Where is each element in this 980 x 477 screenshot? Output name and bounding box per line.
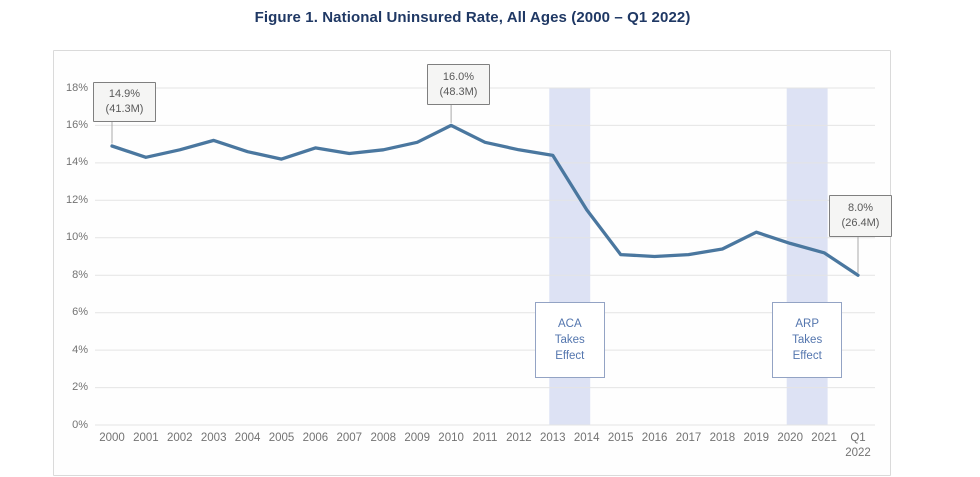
- y-tick-label-6-: 6%: [72, 306, 88, 319]
- callout-line: (41.3M): [105, 103, 144, 115]
- x-tick-label-2020: 2020: [777, 432, 803, 444]
- annotation-line: Takes: [792, 334, 823, 346]
- callout-line: 8.0%: [847, 202, 874, 214]
- callout-line: 14.9%: [108, 88, 141, 100]
- data-callout-q1-2022: 8.0% (26.4M): [829, 195, 892, 237]
- x-tick-label-2000: 2000: [99, 432, 125, 444]
- y-tick-label-12-: 12%: [65, 193, 88, 206]
- y-tick-label-18-: 18%: [65, 81, 88, 94]
- y-tick-label-14-: 14%: [65, 156, 88, 169]
- callout-line: 16.0%: [442, 70, 475, 83]
- x-tick-label-2016: 2016: [641, 432, 668, 444]
- x-tick-label-2019: 2019: [743, 432, 770, 444]
- uninsured-rate-series: [110, 123, 860, 277]
- x-tick-label-2015: 2015: [607, 432, 634, 444]
- callout-line: (48.3M): [439, 85, 478, 98]
- y-tick-label-2-: 2%: [72, 381, 88, 394]
- figure-title: Figure 1. National Uninsured Rate, All A…: [254, 9, 691, 26]
- annotation-line: Effect: [555, 350, 585, 362]
- callout-line: (26.4M): [841, 217, 880, 229]
- x-tick-label-2009: 2009: [404, 432, 430, 444]
- y-tick-label-4-: 4%: [72, 343, 88, 356]
- x-tick-label-2004: 2004: [234, 432, 261, 444]
- x-tick-label-2013: 2013: [540, 432, 566, 444]
- annotation-arp-takes-effect: ARP Takes Effect: [772, 302, 843, 378]
- x-tick-label-2002: 2002: [167, 432, 193, 444]
- data-callout-2000: 14.9% (41.3M): [93, 82, 156, 122]
- x-tick-label-2001: 2001: [133, 432, 159, 444]
- y-tick-label-8-: 8%: [72, 268, 88, 281]
- x-tick-label-2006: 2006: [302, 432, 329, 444]
- x-tick-label-2021: 2021: [811, 432, 837, 444]
- x-tick-label-q1-2022: Q1 2022: [845, 432, 871, 459]
- x-tick-label-2007: 2007: [336, 432, 363, 444]
- annotation-line: Effect: [792, 350, 822, 362]
- chart-card: [53, 50, 891, 476]
- x-tick-label-2005: 2005: [268, 432, 295, 444]
- y-tick-label-0-: 0%: [72, 418, 88, 431]
- annotation-aca-takes-effect: ACA Takes Effect: [534, 302, 605, 378]
- x-tick-label-2008: 2008: [370, 432, 397, 444]
- x-tick-label-2014: 2014: [573, 432, 600, 444]
- x-tick-label-2011: 2011: [472, 432, 498, 444]
- x-tick-label-2012: 2012: [506, 432, 532, 444]
- y-tick-label-10-: 10%: [65, 231, 88, 244]
- x-tick-label-2010: 2010: [438, 432, 464, 444]
- x-tick-label-2018: 2018: [709, 432, 736, 444]
- annotation-line: ACA: [557, 318, 582, 330]
- x-tick-label-2003: 2003: [200, 432, 227, 444]
- data-callout-2010: 16.0% (48.3M): [427, 64, 490, 105]
- x-tick-label-2017: 2017: [675, 432, 702, 444]
- y-tick-label-16-: 16%: [65, 118, 88, 131]
- annotation-line: ARP: [795, 318, 820, 330]
- annotation-line: Takes: [554, 334, 585, 346]
